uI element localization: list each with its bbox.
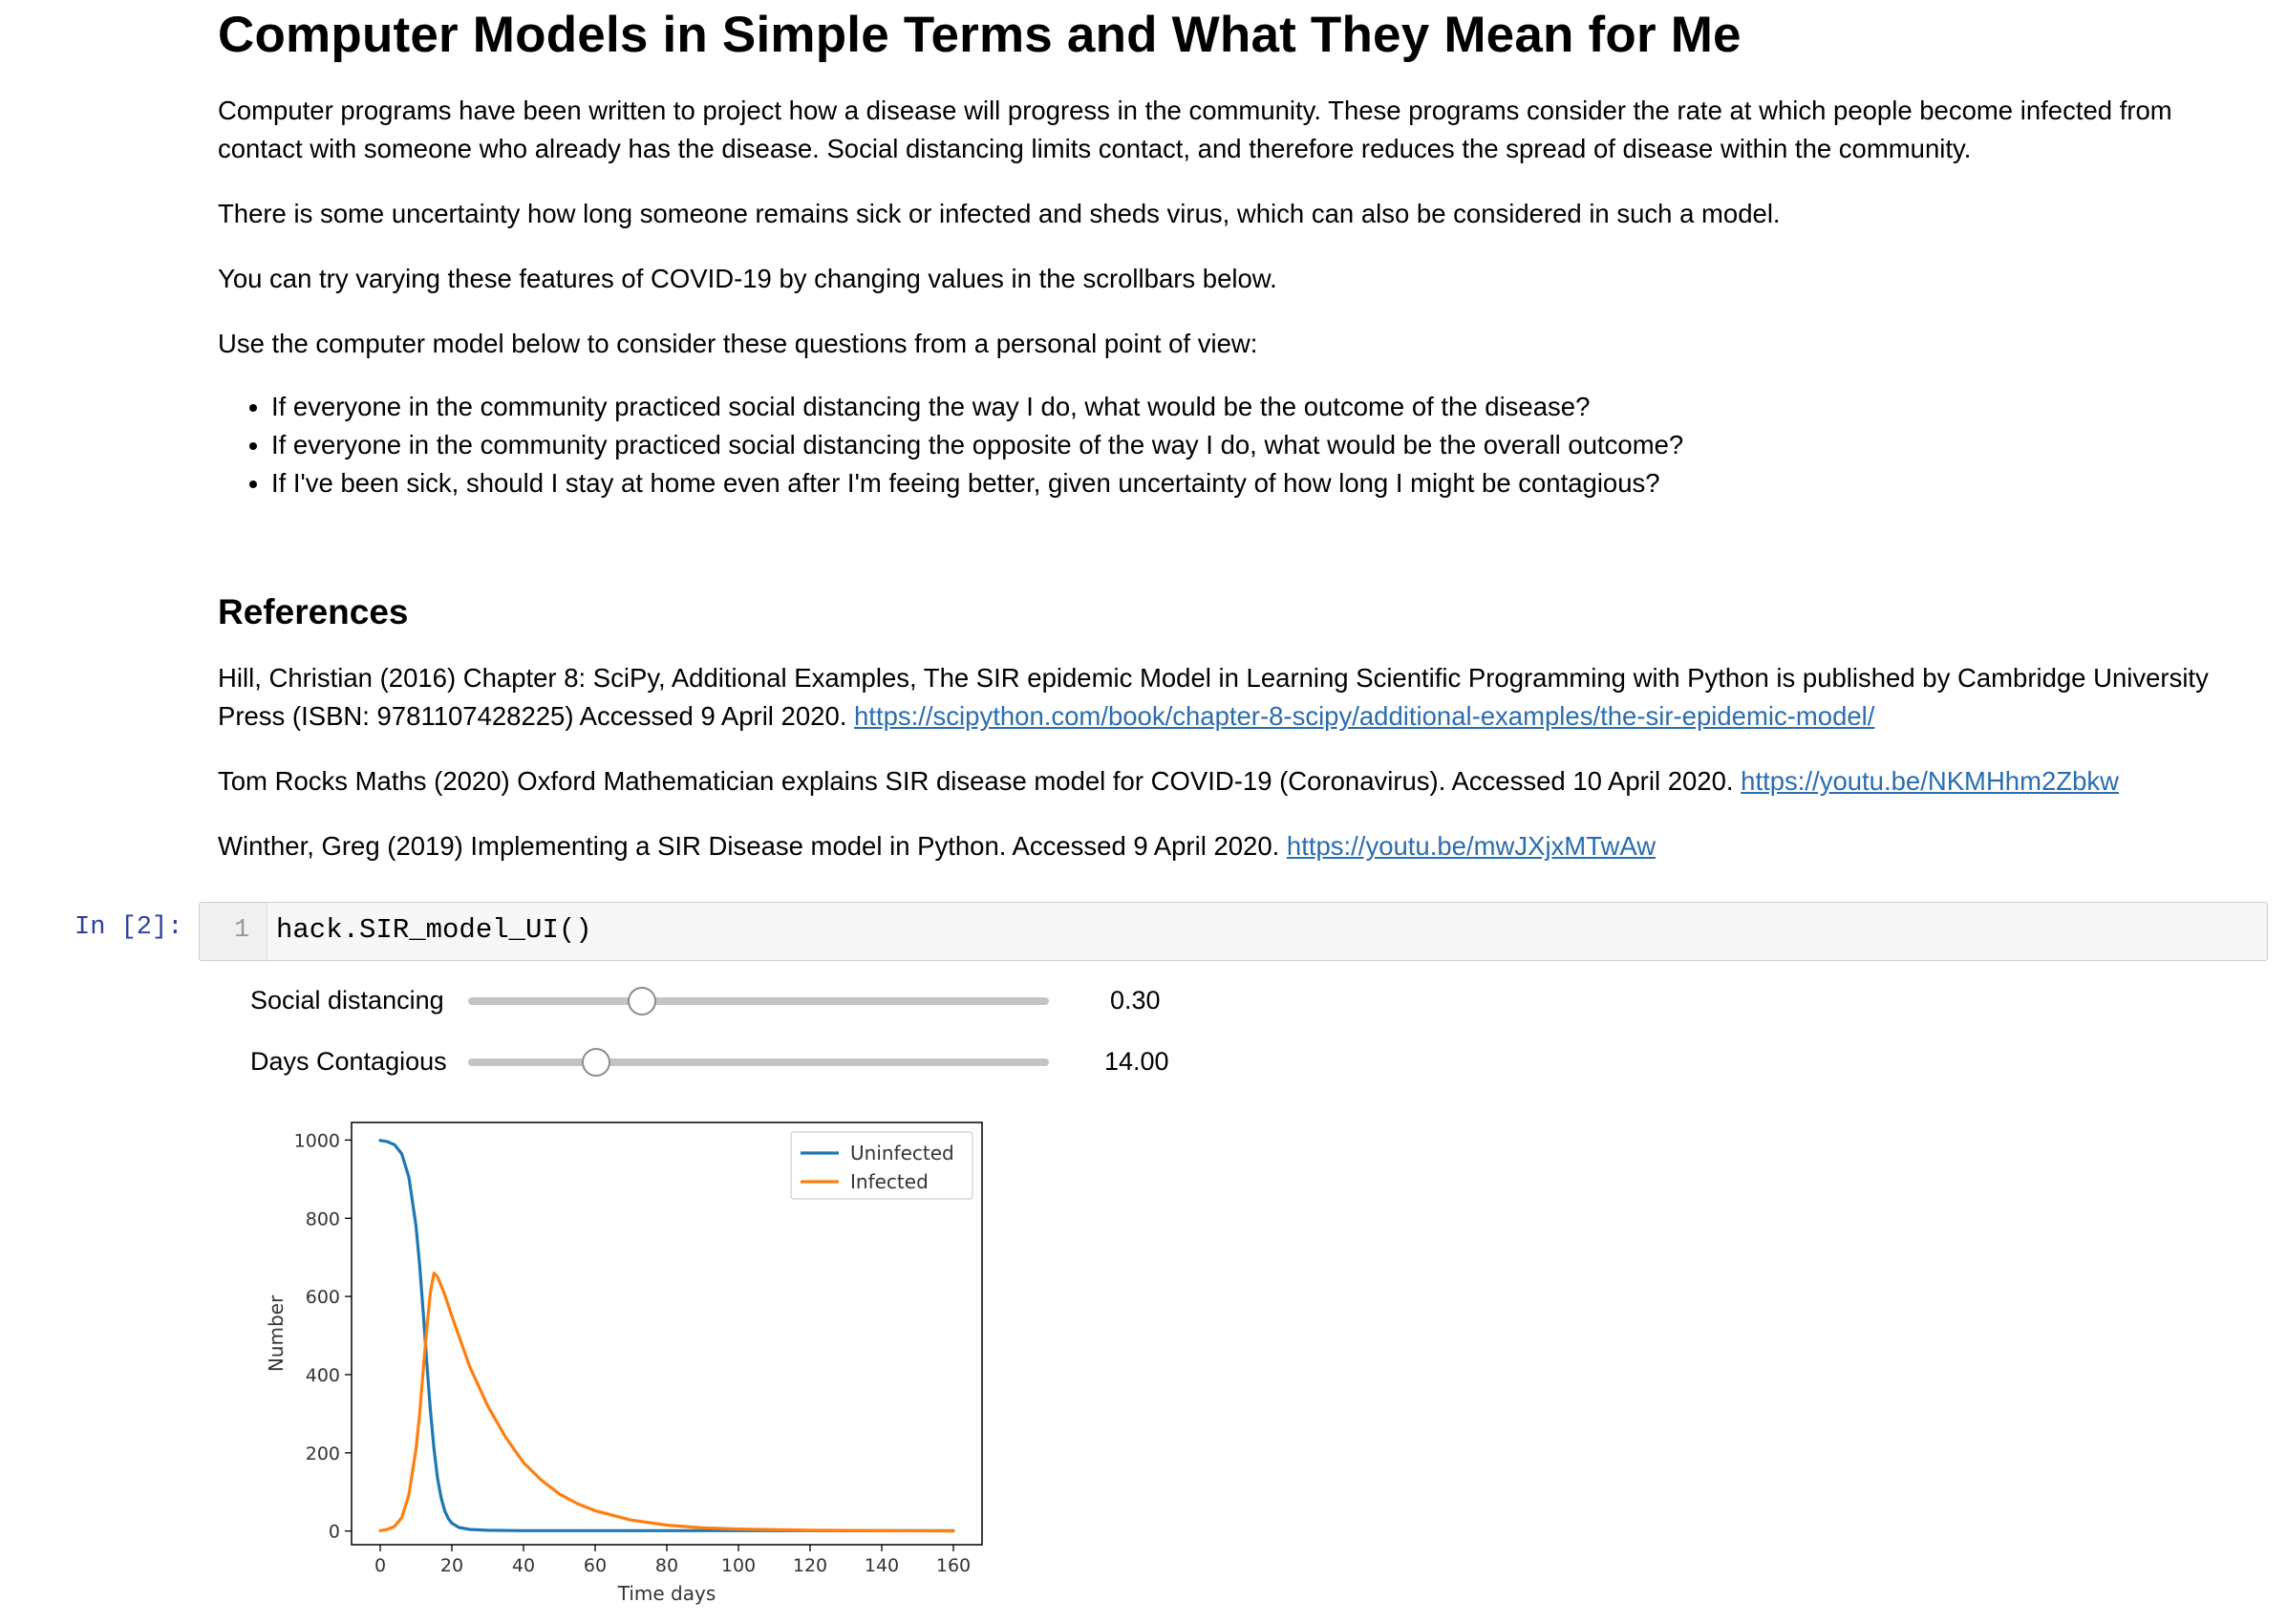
scrollbar-paragraph: You can try varying these features of CO… xyxy=(218,264,1277,293)
y-tick-label: 0 xyxy=(329,1522,340,1543)
list-item: If I've been sick, should I stay at home… xyxy=(271,464,1683,502)
x-tick-label: 20 xyxy=(440,1555,463,1576)
reference-link[interactable]: https://youtu.be/NKMHhm2Zbkw xyxy=(1741,766,2120,796)
x-tick-label: 100 xyxy=(721,1555,756,1576)
social-distancing-value: 0.30 xyxy=(1110,986,1161,1015)
references-heading: References xyxy=(218,592,409,631)
reference-text: Winther, Greg (2019) Implementing a SIR … xyxy=(218,831,1287,861)
series-line-infected xyxy=(378,1271,955,1533)
cell-prompt: In [2]: xyxy=(75,913,183,942)
y-tick-label: 200 xyxy=(306,1443,340,1464)
reference-item: Tom Rocks Maths (2020) Oxford Mathematic… xyxy=(218,762,2262,801)
x-tick-label: 60 xyxy=(584,1555,607,1576)
reference-text: Hill, Christian (2016) Chapter 8: SciPy,… xyxy=(218,663,2209,731)
social-distancing-label: Social distancing xyxy=(250,986,444,1015)
list-item: If everyone in the community practiced s… xyxy=(271,426,1683,464)
y-tick-label: 1000 xyxy=(294,1130,340,1151)
reference-text: Tom Rocks Maths (2020) Oxford Mathematic… xyxy=(218,766,1742,796)
reference-link[interactable]: https://scipython.com/book/chapter-8-sci… xyxy=(854,701,1875,731)
x-axis-label: Time days xyxy=(617,1582,716,1605)
social-distancing-slider[interactable] xyxy=(468,997,1049,1005)
x-tick-label: 140 xyxy=(865,1555,899,1576)
y-tick-label: 400 xyxy=(306,1365,340,1386)
page-title: Computer Models in Simple Terms and What… xyxy=(218,7,1742,63)
line-number-gutter xyxy=(200,903,267,960)
question-list: If everyone in the community practiced s… xyxy=(218,388,1683,502)
reference-item: Winther, Greg (2019) Implementing a SIR … xyxy=(218,827,2262,865)
reference-item: Hill, Christian (2016) Chapter 8: SciPy,… xyxy=(218,659,2262,736)
uncertainty-paragraph: There is some uncertainty how long someo… xyxy=(218,199,1781,228)
social-distancing-slider-handle[interactable] xyxy=(628,987,657,1015)
plot-frame xyxy=(351,1122,983,1546)
line-number: 1 xyxy=(234,916,250,945)
y-axis-label: Number xyxy=(265,1294,288,1372)
y-tick-label: 600 xyxy=(306,1287,340,1308)
legend-entry: Infected xyxy=(850,1170,929,1193)
days-contagious-slider-handle[interactable] xyxy=(581,1048,610,1077)
series-line-uninfected xyxy=(378,1139,955,1532)
code-line[interactable]: hack.SIR_model_UI() xyxy=(276,914,592,946)
x-tick-label: 120 xyxy=(793,1555,827,1576)
code-cell[interactable]: 1 hack.SIR_model_UI() xyxy=(199,902,2268,961)
x-tick-label: 160 xyxy=(936,1555,971,1576)
questions-intro: Use the computer model below to consider… xyxy=(218,329,1258,358)
x-tick-label: 80 xyxy=(655,1555,678,1576)
days-contagious-value: 14.00 xyxy=(1104,1047,1169,1076)
y-tick-label: 800 xyxy=(306,1208,340,1229)
x-tick-label: 0 xyxy=(374,1555,386,1576)
intro-paragraph: Computer programs have been written to p… xyxy=(218,96,2172,163)
days-contagious-slider[interactable] xyxy=(468,1058,1049,1066)
reference-link[interactable]: https://youtu.be/mwJXjxMTwAw xyxy=(1286,831,1656,861)
sir-chart: 0 20 40 60 80 100 120 140 160 0 200 400 600 800 1000 Ti… xyxy=(265,1122,983,1605)
days-contagious-label: Days Contagious xyxy=(250,1047,447,1076)
list-item: If everyone in the community practiced s… xyxy=(271,388,1683,426)
legend-entry: Uninfected xyxy=(850,1142,954,1165)
x-tick-label: 40 xyxy=(512,1555,535,1576)
